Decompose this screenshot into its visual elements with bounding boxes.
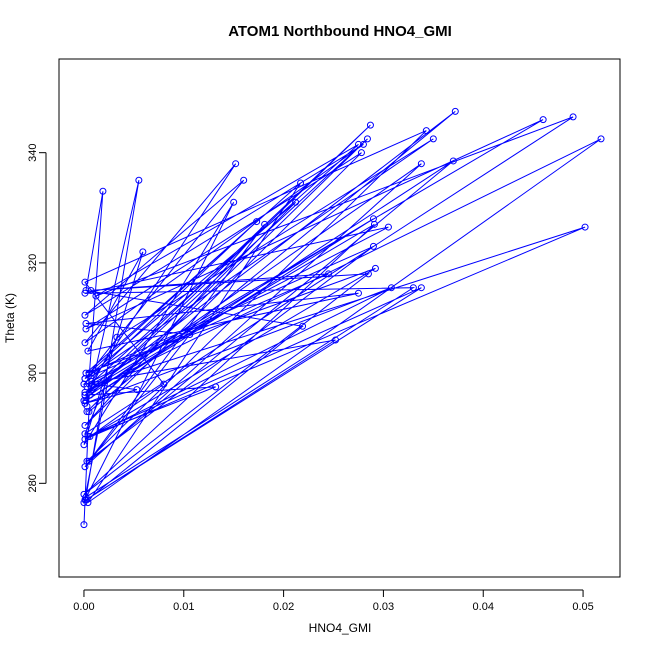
data-point bbox=[86, 391, 94, 399]
x-tick-label: 0.01 bbox=[173, 601, 194, 613]
data-point bbox=[81, 496, 89, 504]
x-axis: 0.00 0.01 0.02 0.03 0.04 0.05 bbox=[73, 589, 594, 613]
data-point bbox=[212, 383, 220, 391]
data-point bbox=[81, 311, 89, 319]
data-point bbox=[230, 198, 238, 206]
data-point bbox=[332, 336, 340, 344]
data-point bbox=[369, 242, 377, 250]
data-point bbox=[240, 176, 248, 184]
data-point bbox=[105, 372, 113, 380]
data-point bbox=[409, 284, 417, 292]
data-point bbox=[359, 140, 367, 148]
data-point bbox=[81, 463, 89, 471]
data-point bbox=[417, 160, 425, 168]
series-layer bbox=[80, 107, 605, 529]
x-axis-label: HNO4_GMI bbox=[309, 621, 372, 635]
data-point bbox=[81, 278, 89, 286]
data-point bbox=[597, 135, 605, 143]
data-point bbox=[186, 331, 194, 339]
data-point bbox=[99, 187, 107, 195]
x-tick-label: 0.00 bbox=[73, 601, 94, 613]
y-tick-label: 280 bbox=[27, 474, 39, 492]
data-point bbox=[160, 380, 168, 388]
y-axis: 280 300 320 340 bbox=[27, 144, 47, 492]
data-point bbox=[363, 135, 371, 143]
data-point bbox=[87, 286, 95, 294]
data-point bbox=[451, 107, 459, 115]
data-point bbox=[384, 223, 392, 231]
y-tick-label: 300 bbox=[27, 364, 39, 382]
data-point bbox=[261, 220, 269, 228]
chart-title: ATOM1 Northbound HNO4_GMI bbox=[228, 23, 452, 40]
plot-frame bbox=[58, 58, 621, 578]
y-axis-label: Theta (K) bbox=[3, 293, 17, 343]
data-point bbox=[569, 113, 577, 121]
data-point bbox=[354, 289, 362, 297]
data-point bbox=[83, 408, 91, 416]
data-point bbox=[449, 157, 457, 165]
data-point bbox=[581, 223, 589, 231]
data-point bbox=[299, 322, 307, 330]
data-point bbox=[133, 386, 141, 394]
y-tick-label: 340 bbox=[27, 144, 39, 162]
series-line bbox=[82, 111, 602, 525]
data-point bbox=[370, 220, 378, 228]
data-point bbox=[135, 176, 143, 184]
data-point bbox=[253, 218, 261, 226]
data-point bbox=[354, 140, 362, 148]
data-point bbox=[81, 339, 89, 347]
data-point bbox=[82, 320, 90, 328]
data-point bbox=[92, 292, 100, 300]
data-point bbox=[357, 149, 365, 157]
y-tick-label: 320 bbox=[27, 254, 39, 272]
data-point bbox=[429, 135, 437, 143]
data-point bbox=[85, 457, 93, 465]
data-point bbox=[364, 270, 372, 278]
data-point bbox=[86, 432, 94, 440]
data-point bbox=[297, 179, 305, 187]
data-point bbox=[81, 399, 89, 407]
data-point bbox=[325, 270, 333, 278]
data-point bbox=[88, 380, 96, 388]
x-tick-label: 0.03 bbox=[373, 601, 394, 613]
data-point bbox=[232, 160, 240, 168]
data-point bbox=[371, 264, 379, 272]
data-point bbox=[417, 284, 425, 292]
x-tick-label: 0.04 bbox=[473, 601, 494, 613]
data-point bbox=[113, 333, 121, 341]
data-point bbox=[81, 391, 89, 399]
data-point bbox=[85, 369, 93, 377]
data-point bbox=[80, 441, 88, 449]
data-point bbox=[139, 248, 147, 256]
data-point bbox=[292, 198, 300, 206]
data-point bbox=[88, 377, 96, 385]
data-point bbox=[539, 116, 547, 124]
data-point bbox=[80, 521, 88, 529]
data-point bbox=[81, 421, 89, 429]
data-point bbox=[81, 375, 89, 383]
x-tick-label: 0.02 bbox=[273, 601, 294, 613]
data-point bbox=[387, 284, 395, 292]
data-point bbox=[84, 347, 92, 355]
data-point bbox=[422, 127, 430, 135]
x-tick-label: 0.05 bbox=[572, 601, 593, 613]
data-point bbox=[366, 121, 374, 129]
data-point bbox=[84, 432, 92, 440]
data-point bbox=[82, 286, 90, 294]
